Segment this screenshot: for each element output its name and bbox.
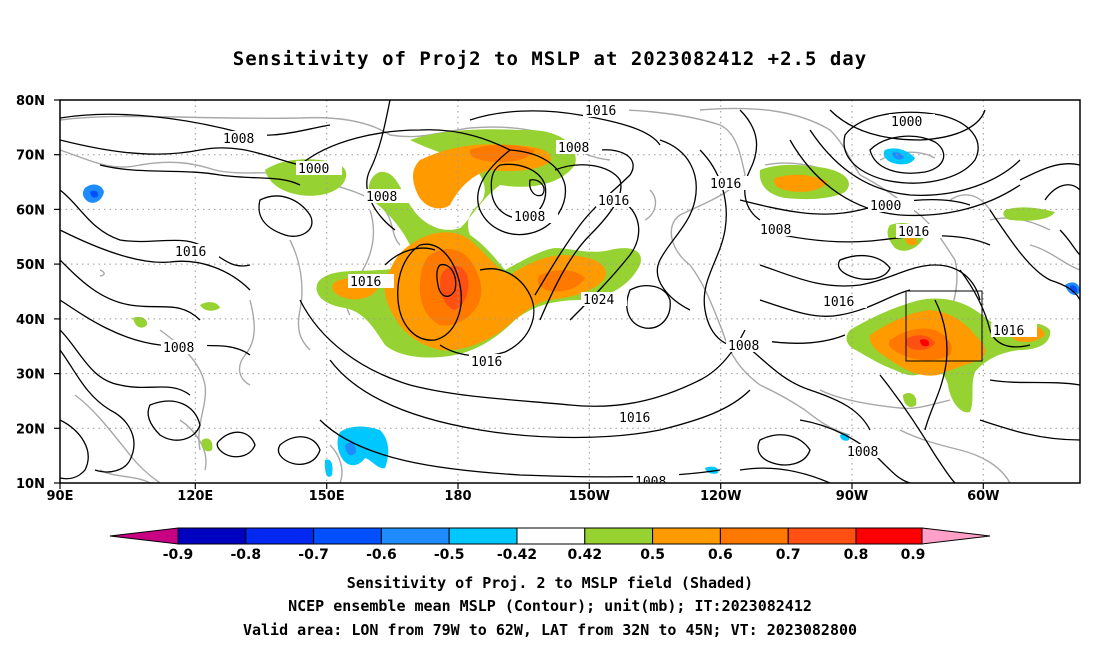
lon-label: 120E bbox=[177, 489, 213, 504]
colorbar-label: -0.9 bbox=[163, 547, 194, 563]
lat-label: 30N bbox=[16, 368, 45, 383]
map-frame bbox=[59, 99, 1081, 484]
lon-labels: 90E 120E 150E 180 150W 120W 90W 60W bbox=[47, 489, 1000, 504]
lat-label: 70N bbox=[16, 149, 45, 164]
colorbar-arrow-left bbox=[109, 527, 179, 545]
lon-label: 60W bbox=[967, 489, 999, 504]
colorbar-label: -0.42 bbox=[497, 547, 537, 563]
contour-label: 1016 bbox=[898, 225, 929, 240]
colorbar-box bbox=[313, 527, 382, 545]
contour-label: 1008 bbox=[163, 341, 194, 356]
contour-labels: 1016 1008 1000 1000 1008 1016 1008 1016 … bbox=[161, 103, 1037, 490]
colorbar-label: -0.8 bbox=[230, 547, 261, 563]
valid-area-box bbox=[905, 290, 983, 362]
colorbar-label: -0.6 bbox=[366, 547, 397, 563]
contour-label: 1016 bbox=[471, 355, 502, 370]
colorbar-box bbox=[787, 527, 857, 545]
contour-label: 1000 bbox=[891, 115, 922, 130]
contour-label: 1008 bbox=[223, 132, 254, 147]
lat-label: 80N bbox=[16, 94, 45, 109]
contour-label: 1016 bbox=[175, 245, 206, 260]
mslp-contours bbox=[60, 100, 1080, 483]
colorbar-label: 0.5 bbox=[640, 547, 665, 563]
colorbar-label: -0.7 bbox=[298, 547, 329, 563]
colorbar-box bbox=[245, 527, 315, 545]
contour-label: 1016 bbox=[585, 104, 616, 119]
contour-label: 1008 bbox=[558, 141, 589, 156]
colorbar-label: 0.6 bbox=[708, 547, 733, 563]
colorbar-box bbox=[719, 527, 789, 545]
lon-label: 180 bbox=[444, 489, 471, 504]
map-content: 1016 1008 1000 1000 1008 1016 1008 1016 … bbox=[60, 100, 1080, 490]
colorbar-label: 0.8 bbox=[844, 547, 869, 563]
colorbar-box bbox=[855, 527, 923, 545]
gridlines bbox=[60, 100, 1080, 483]
colorbar-box bbox=[652, 527, 721, 545]
contour-label: 1000 bbox=[870, 199, 901, 214]
colorbar-arrow-right bbox=[921, 527, 991, 545]
contour-label: 1016 bbox=[710, 177, 741, 192]
caption-contour: NCEP ensemble mean MSLP (Contour); unit(… bbox=[288, 597, 812, 615]
colorbar-box bbox=[516, 527, 586, 545]
lat-labels: 80N 70N 60N 50N 40N 30N 20N 10N bbox=[16, 94, 45, 492]
axis-ticks bbox=[54, 99, 984, 489]
colorbar-box bbox=[380, 527, 450, 545]
contour-label: 1016 bbox=[598, 194, 629, 209]
contour-label: 1008 bbox=[847, 445, 878, 460]
lon-label: 90E bbox=[47, 489, 74, 504]
contour-label: 1016 bbox=[619, 411, 650, 426]
caption-valid-area: Valid area: LON from 79W to 62W, LAT fro… bbox=[242, 621, 858, 639]
contour-label: 1016 bbox=[350, 275, 381, 290]
colorbar-label: 0.9 bbox=[901, 547, 926, 563]
contour-label: 1016 bbox=[823, 295, 854, 310]
lat-label: 60N bbox=[16, 203, 45, 218]
contour-label: 1008 bbox=[760, 223, 791, 238]
colorbar-box bbox=[177, 527, 247, 545]
colorbar-label: -0.5 bbox=[434, 547, 465, 563]
map-title: Sensitivity of Proj2 to MSLP at 20230824… bbox=[232, 48, 868, 70]
colorbar: -0.9 -0.8 -0.7 -0.6 -0.5 -0.42 0.42 0.5 … bbox=[109, 527, 991, 563]
contour-label: 1008 bbox=[514, 210, 545, 225]
lon-label: 90W bbox=[836, 489, 868, 504]
lat-label: 40N bbox=[16, 313, 45, 328]
lat-label: 10N bbox=[16, 477, 45, 492]
caption-shading: Sensitivity of Proj. 2 to MSLP field (Sh… bbox=[346, 574, 754, 592]
lon-label: 150W bbox=[569, 489, 610, 504]
contour-label: 1024 bbox=[583, 293, 614, 308]
contour-label: 1008 bbox=[728, 339, 759, 354]
lat-label: 50N bbox=[16, 258, 45, 273]
lon-label: 120W bbox=[700, 489, 741, 504]
colorbar-box bbox=[584, 527, 654, 545]
lon-label: 150E bbox=[309, 489, 345, 504]
contour-label: 1008 bbox=[366, 190, 397, 205]
contour-label: 1008 bbox=[635, 475, 666, 490]
contour-label: 1016 bbox=[993, 324, 1024, 339]
colorbar-label: 0.7 bbox=[776, 547, 801, 563]
lat-label: 20N bbox=[16, 422, 45, 437]
colorbar-box bbox=[448, 527, 518, 545]
shade-green-westatlantic bbox=[1003, 207, 1055, 221]
colorbar-label: 0.42 bbox=[568, 547, 603, 563]
contour-label: 1000 bbox=[298, 162, 329, 177]
